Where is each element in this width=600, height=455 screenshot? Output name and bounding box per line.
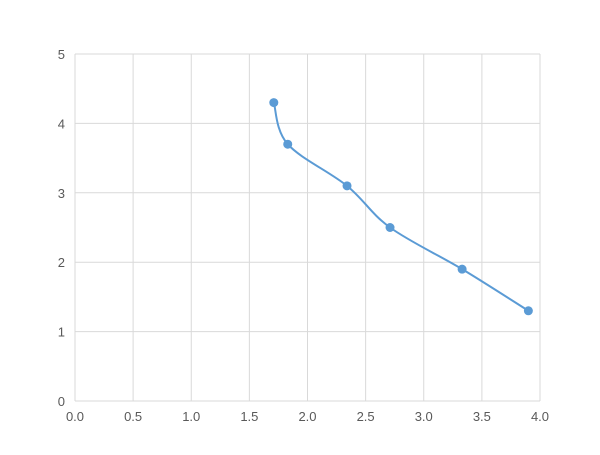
y-tick-label: 1 (58, 325, 65, 340)
x-tick-label: 0.0 (66, 409, 84, 424)
y-axis-ticks: 0 1 2 3 4 5 (58, 47, 65, 409)
x-axis-ticks: 0.0 0.5 1.0 1.5 2.0 2.5 3.0 3.5 4.0 (66, 409, 549, 424)
x-tick-label: 4.0 (531, 409, 549, 424)
y-tick-label: 3 (58, 186, 65, 201)
data-point (385, 223, 395, 232)
grid (74, 53, 541, 402)
x-tick-label: 3.5 (473, 409, 491, 424)
x-tick-label: 0.5 (124, 409, 142, 424)
x-tick-label: 1.5 (240, 409, 258, 424)
data-point (283, 139, 293, 149)
y-tick-label: 0 (58, 394, 65, 409)
y-tick-label: 5 (58, 47, 65, 62)
series (269, 98, 533, 316)
x-tick-label: 2.5 (357, 409, 375, 424)
x-tick-label: 3.0 (415, 409, 433, 424)
x-tick-label: 2.0 (298, 409, 316, 424)
data-point (342, 181, 352, 191)
data-point (523, 306, 533, 316)
data-point (457, 264, 467, 274)
y-tick-label: 4 (58, 116, 65, 131)
data-point (269, 98, 279, 108)
x-tick-label: 1.0 (182, 409, 200, 424)
y-tick-label: 2 (58, 255, 65, 270)
series-line (272, 102, 529, 312)
